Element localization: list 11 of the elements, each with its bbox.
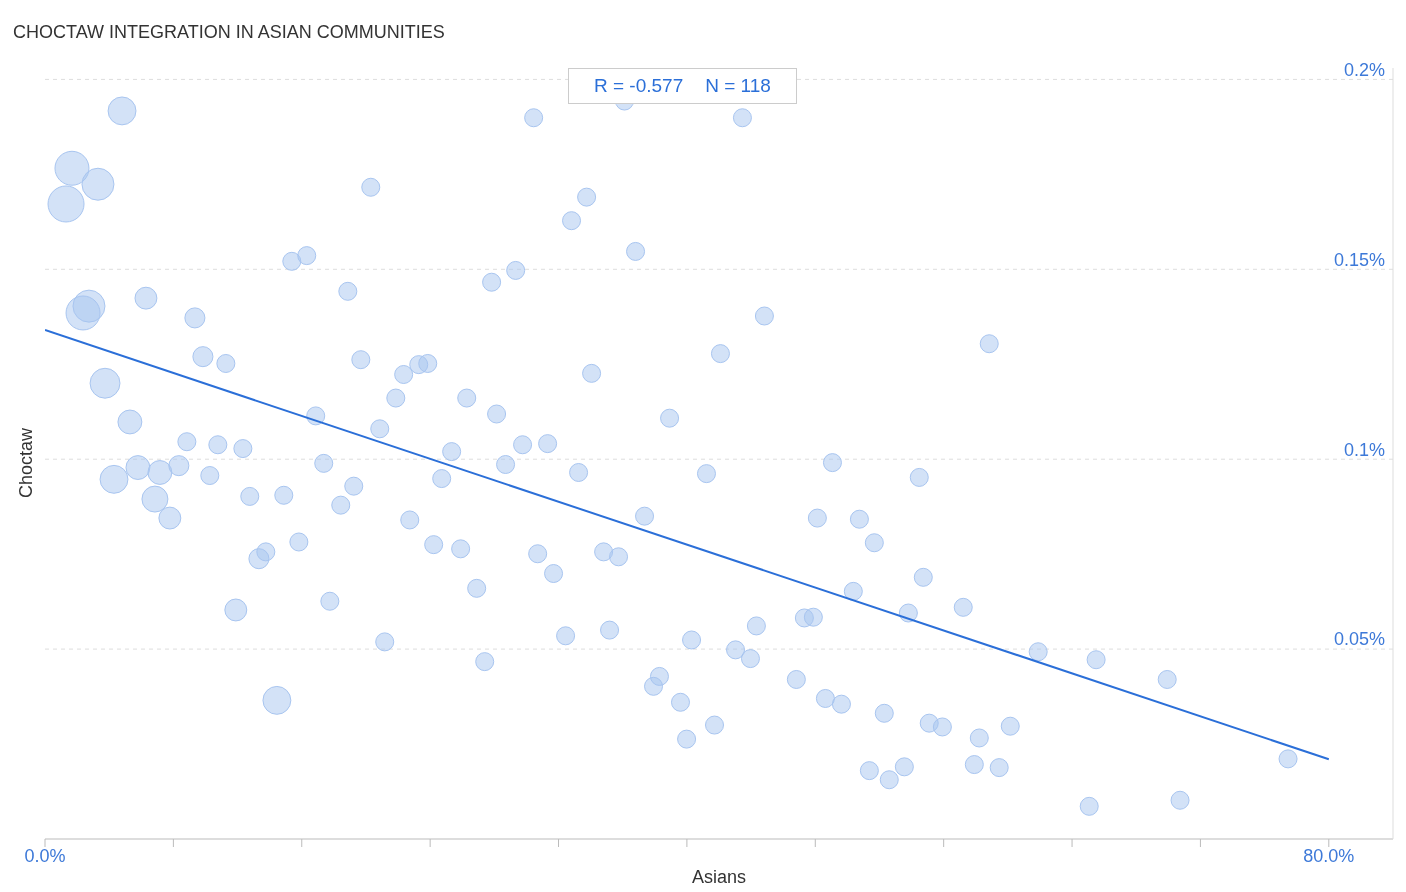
chart-title: CHOCTAW INTEGRATION IN ASIAN COMMUNITIES: [13, 22, 445, 43]
x-tick-label: 80.0%: [1303, 845, 1355, 866]
y-tick-label: 0.2%: [1343, 59, 1385, 80]
y-axis-title: Choctaw: [15, 427, 37, 499]
annotation: N = 118: [705, 75, 771, 97]
y-tick-label: 0.05%: [1333, 629, 1385, 650]
y-tick-label: 0.1%: [1343, 439, 1385, 460]
x-tick-label: 0.0%: [24, 845, 66, 866]
y-tick-label: 0.15%: [1333, 249, 1385, 270]
annotation: R = -0.577: [594, 75, 684, 97]
x-axis-title: Asians: [691, 867, 747, 887]
